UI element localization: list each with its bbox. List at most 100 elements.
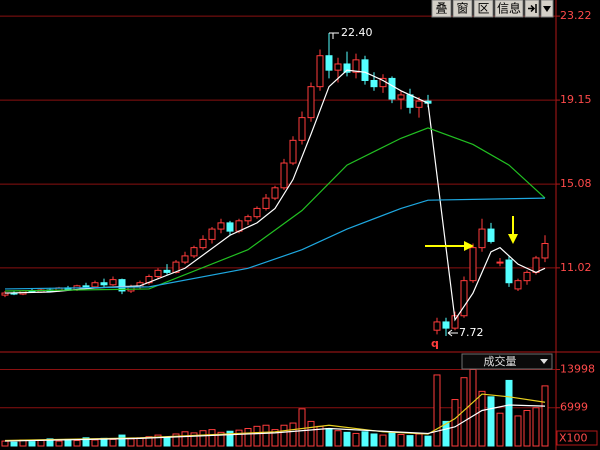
button-label[interactable]: 叠 — [435, 2, 447, 16]
moving-average-line — [4, 404, 546, 442]
volume-bar — [235, 429, 243, 447]
volume-bar — [487, 396, 495, 447]
volume-bar — [496, 412, 504, 447]
button[interactable] — [431, 0, 452, 18]
volume-bar — [91, 439, 99, 447]
candle-body — [370, 79, 378, 88]
candle-body — [487, 228, 495, 242]
candle-body — [190, 247, 198, 257]
volume-bar — [190, 432, 198, 447]
volume-bar — [370, 433, 378, 447]
candle-body — [343, 63, 351, 73]
volume-bar — [118, 434, 126, 447]
candle-body — [280, 162, 288, 189]
moving-average-line — [4, 127, 546, 292]
candle-body — [433, 321, 441, 331]
volume-bar — [1, 440, 9, 447]
candle-body — [361, 59, 369, 81]
button[interactable] — [473, 0, 494, 18]
volume-bar — [10, 441, 18, 447]
volume-bar — [73, 440, 81, 447]
volume-bar — [28, 441, 36, 447]
marker-label: q — [431, 337, 439, 350]
button[interactable] — [452, 0, 473, 18]
button-label[interactable]: 窗 — [456, 2, 468, 16]
volume-bar — [208, 429, 216, 447]
candle-body — [469, 247, 477, 282]
candle-body — [163, 269, 171, 273]
candle-body — [262, 197, 270, 209]
volume-bar — [424, 435, 432, 447]
toolbar: 叠 窗 区 信息 — [431, 0, 554, 18]
candle-body — [109, 279, 117, 286]
y-tick-label: 6999 — [560, 401, 588, 414]
candle-body — [217, 222, 225, 230]
dropdown-label[interactable]: 成交量 — [484, 354, 517, 368]
candle-body — [406, 94, 414, 108]
candle-body — [532, 257, 540, 273]
volume-bar — [253, 425, 261, 447]
candle-body — [460, 280, 468, 317]
volume-bar — [136, 437, 144, 447]
candle-body — [298, 117, 306, 141]
icon — [543, 6, 551, 12]
candle-body — [253, 207, 261, 218]
candle-body — [316, 55, 324, 88]
candle-body — [496, 261, 504, 264]
candle-body — [514, 280, 522, 290]
unit-box — [556, 430, 598, 446]
candle-body — [244, 216, 252, 222]
candle-body — [307, 86, 315, 119]
y-tick-label: 19.15 — [560, 93, 592, 106]
candle-body — [271, 187, 279, 199]
volume-bar — [109, 438, 117, 447]
volume-bar — [280, 424, 288, 447]
min-pointer — [447, 329, 458, 337]
volume-bar — [388, 432, 396, 447]
volume-bar — [406, 435, 414, 447]
button[interactable] — [494, 0, 524, 18]
candle-body — [388, 77, 396, 100]
volume-bar — [181, 431, 189, 447]
candle-body — [82, 285, 90, 288]
volume-bar — [532, 407, 540, 447]
volume-bar — [244, 428, 252, 447]
candle-body — [208, 228, 216, 240]
volume-bar — [145, 436, 153, 447]
button-label[interactable]: 信息 — [497, 1, 521, 16]
y-tick-label: 15.08 — [560, 177, 592, 190]
volume-bar — [127, 438, 135, 447]
button-label[interactable]: 区 — [477, 2, 489, 16]
candle-body — [100, 282, 108, 286]
volume-bar — [262, 424, 270, 447]
volume-bar — [505, 379, 513, 447]
volume-bar — [307, 420, 315, 447]
volume-bar — [451, 399, 459, 447]
volume-bar — [289, 422, 297, 447]
volume-bar — [226, 430, 234, 447]
dropdown-icon — [540, 359, 548, 364]
volume-bar — [469, 368, 477, 447]
candle-body — [352, 59, 360, 73]
dropdown[interactable] — [461, 353, 553, 370]
volume-bar — [271, 429, 279, 447]
candle-body — [505, 259, 513, 284]
volume-bar — [379, 434, 387, 447]
y-tick-label: 13998 — [560, 362, 595, 375]
icon — [528, 4, 537, 13]
plot: 23.22 19.15 15.08 11.02 22.40 7.72 13998 6999 — [0, 9, 595, 447]
volume-bar — [46, 438, 54, 447]
y-tick-label: 11.02 — [560, 261, 592, 274]
volume-bar — [478, 390, 486, 447]
candle-body — [415, 100, 423, 108]
volume-bar — [541, 385, 549, 447]
candle-body — [199, 238, 207, 249]
candle-body — [478, 228, 486, 249]
volume-bar — [361, 431, 369, 447]
candle-body — [334, 63, 342, 71]
max-pointer — [329, 32, 339, 40]
max-label: 22.40 — [341, 26, 373, 39]
